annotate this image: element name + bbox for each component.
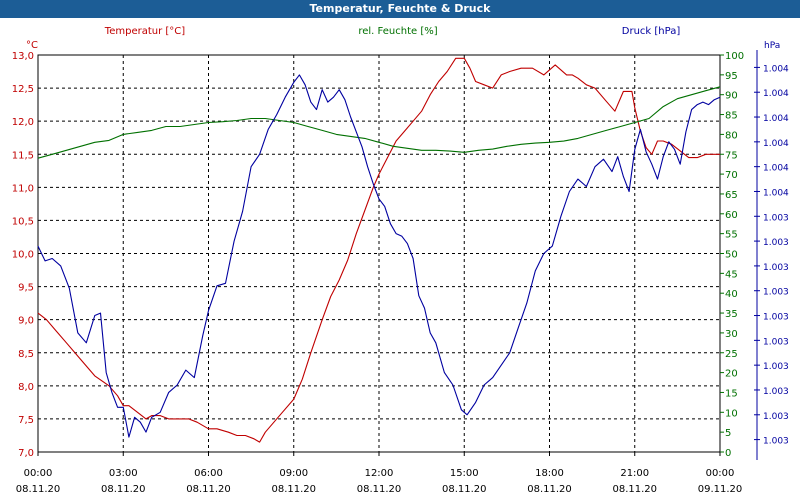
humidity-tick-label: 35 <box>725 309 738 320</box>
pressure-tick-label: 1.004 <box>763 164 789 174</box>
pressure-tick-label: 1.004 <box>763 139 789 149</box>
temperature-tick-label: 13,0 <box>12 51 34 62</box>
x-tick-date: 08.11.20 <box>186 484 231 495</box>
x-tick-date: 08.11.20 <box>612 484 657 495</box>
pressure-series-line <box>37 74 721 438</box>
humidity-tick-label: 15 <box>725 388 738 399</box>
pressure-tick-label: 1.004 <box>763 188 789 198</box>
humidity-tick-label: 75 <box>725 150 738 161</box>
humidity-tick-label: 65 <box>725 190 738 201</box>
temperature-tick-label: 10,5 <box>12 216 34 227</box>
humidity-tick-label: 10 <box>725 408 738 419</box>
x-tick-time: 09:00 <box>279 468 308 479</box>
humidity-tick-label: 85 <box>725 111 738 122</box>
humidity-tick-label: 90 <box>725 91 738 102</box>
temperature-tick-label: 11,5 <box>12 150 34 161</box>
pressure-unit-label: hPa <box>764 41 780 51</box>
temperature-tick-label: 9,0 <box>18 316 34 327</box>
temperature-tick-label: 12,5 <box>12 84 34 95</box>
temperature-tick-label: 8,5 <box>18 349 34 360</box>
pressure-tick-label: 1.004 <box>763 89 789 99</box>
x-tick-date: 08.11.20 <box>271 484 316 495</box>
humidity-tick-label: 40 <box>725 289 738 300</box>
pressure-tick-label: 1.003 <box>763 288 789 298</box>
x-tick-time: 00:00 <box>706 468 735 479</box>
temperature-tick-label: 10,0 <box>12 250 34 261</box>
humidity-tick-label: 30 <box>725 329 738 340</box>
humidity-tick-label: 20 <box>725 369 738 380</box>
pressure-tick-label: 1.004 <box>763 64 789 74</box>
temperature-tick-label: 7,5 <box>18 415 34 426</box>
humidity-tick-label: 80 <box>725 130 738 141</box>
temperature-tick-label: 12,0 <box>12 117 34 128</box>
x-tick-time: 00:00 <box>24 468 53 479</box>
humidity-tick-label: 60 <box>725 210 738 221</box>
x-tick-time: 03:00 <box>109 468 138 479</box>
pressure-tick-label: 1.003 <box>763 362 789 372</box>
x-tick-date: 08.11.20 <box>442 484 487 495</box>
humidity-tick-label: 95 <box>725 71 738 82</box>
humidity-tick-label: 55 <box>725 230 738 241</box>
pressure-tick-label: 1.003 <box>763 412 789 422</box>
x-tick-date: 09.11.20 <box>698 484 743 495</box>
humidity-series-line <box>37 86 721 159</box>
humidity-tick-label: 70 <box>725 170 738 181</box>
humidity-tick-label: 45 <box>725 269 738 280</box>
pressure-tick-label: 1.003 <box>763 337 789 347</box>
temperature-series-line <box>37 57 720 443</box>
pressure-tick-label: 1.003 <box>763 437 789 447</box>
pressure-tick-label: 1.003 <box>763 238 789 248</box>
humidity-axis-label: rel. Feuchte [%] <box>358 26 437 37</box>
chart-title: Temperatur, Feuchte & Druck <box>0 0 800 18</box>
humidity-tick-label: 25 <box>725 349 738 360</box>
x-tick-date: 08.11.20 <box>101 484 146 495</box>
humidity-tick-label: 5 <box>725 428 731 439</box>
humidity-tick-label: 0 <box>725 448 731 459</box>
temperature-axis-label: Temperatur [°C] <box>104 26 185 37</box>
temperature-tick-label: 8,0 <box>18 382 34 393</box>
x-tick-date: 08.11.20 <box>357 484 402 495</box>
pressure-axis-label: Druck [hPa] <box>622 26 681 37</box>
humidity-tick-label: 50 <box>725 250 738 261</box>
x-tick-date: 08.11.20 <box>527 484 572 495</box>
x-tick-time: 12:00 <box>365 468 394 479</box>
pressure-tick-label: 1.003 <box>763 313 789 323</box>
x-tick-time: 21:00 <box>620 468 649 479</box>
temperature-unit-label: °C <box>26 40 38 51</box>
pressure-tick-label: 1.004 <box>763 114 789 124</box>
temperature-tick-label: 11,0 <box>12 183 34 194</box>
x-tick-time: 15:00 <box>450 468 479 479</box>
pressure-tick-label: 1.003 <box>763 263 789 273</box>
x-tick-time: 18:00 <box>535 468 564 479</box>
temperature-tick-label: 7,0 <box>18 448 34 459</box>
humidity-tick-label: 100 <box>725 51 744 62</box>
temperature-tick-label: 9,5 <box>18 283 34 294</box>
pressure-tick-label: 1.003 <box>763 213 789 223</box>
x-tick-date: 08.11.20 <box>16 484 61 495</box>
pressure-tick-label: 1.003 <box>763 387 789 397</box>
x-tick-time: 06:00 <box>194 468 223 479</box>
